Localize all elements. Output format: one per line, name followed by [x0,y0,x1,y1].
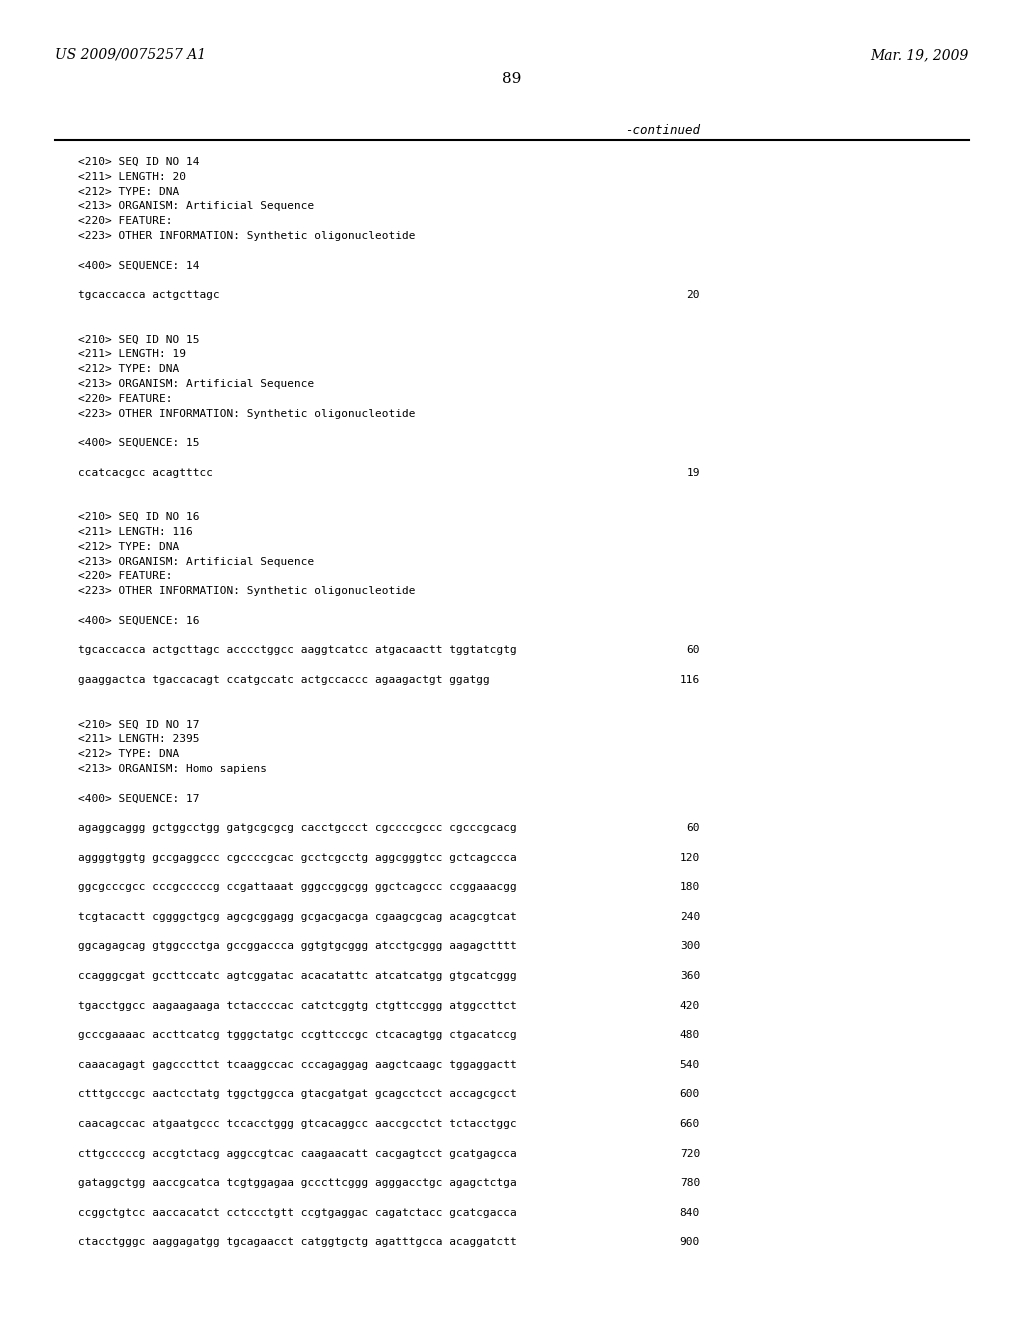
Text: <212> TYPE: DNA: <212> TYPE: DNA [78,748,179,759]
Text: ggcagagcag gtggccctga gccggaccca ggtgtgcggg atcctgcggg aagagctttt: ggcagagcag gtggccctga gccggaccca ggtgtgc… [78,941,517,952]
Text: 89: 89 [503,73,521,86]
Text: 300: 300 [680,941,700,952]
Text: ccggctgtcc aaccacatct cctccctgtt ccgtgaggac cagatctacc gcatcgacca: ccggctgtcc aaccacatct cctccctgtt ccgtgag… [78,1208,517,1218]
Text: 19: 19 [686,467,700,478]
Text: <211> LENGTH: 116: <211> LENGTH: 116 [78,527,193,537]
Text: 360: 360 [680,972,700,981]
Text: gaaggactca tgaccacagt ccatgccatc actgccaccc agaagactgt ggatgg: gaaggactca tgaccacagt ccatgccatc actgcca… [78,675,489,685]
Text: <210> SEQ ID NO 15: <210> SEQ ID NO 15 [78,334,200,345]
Text: <400> SEQUENCE: 14: <400> SEQUENCE: 14 [78,260,200,271]
Text: <400> SEQUENCE: 16: <400> SEQUENCE: 16 [78,616,200,626]
Text: 116: 116 [680,675,700,685]
Text: 840: 840 [680,1208,700,1218]
Text: 120: 120 [680,853,700,862]
Text: <220> FEATURE:: <220> FEATURE: [78,393,172,404]
Text: <223> OTHER INFORMATION: Synthetic oligonucleotide: <223> OTHER INFORMATION: Synthetic oligo… [78,409,416,418]
Text: 900: 900 [680,1237,700,1247]
Text: 480: 480 [680,1030,700,1040]
Text: <212> TYPE: DNA: <212> TYPE: DNA [78,364,179,374]
Text: <213> ORGANISM: Artificial Sequence: <213> ORGANISM: Artificial Sequence [78,379,314,389]
Text: <213> ORGANISM: Homo sapiens: <213> ORGANISM: Homo sapiens [78,764,267,774]
Text: <213> ORGANISM: Artificial Sequence: <213> ORGANISM: Artificial Sequence [78,557,314,566]
Text: <223> OTHER INFORMATION: Synthetic oligonucleotide: <223> OTHER INFORMATION: Synthetic oligo… [78,231,416,242]
Text: tgacctggcc aagaagaaga tctaccccac catctcggtg ctgttccggg atggccttct: tgacctggcc aagaagaaga tctaccccac catctcg… [78,1001,517,1011]
Text: agaggcaggg gctggcctgg gatgcgcgcg cacctgccct cgccccgccc cgcccgcacg: agaggcaggg gctggcctgg gatgcgcgcg cacctgc… [78,822,517,833]
Text: 60: 60 [686,822,700,833]
Text: ccatcacgcc acagtttcc: ccatcacgcc acagtttcc [78,467,213,478]
Text: <211> LENGTH: 20: <211> LENGTH: 20 [78,172,186,182]
Text: <220> FEATURE:: <220> FEATURE: [78,216,172,226]
Text: 780: 780 [680,1179,700,1188]
Text: ctacctgggc aaggagatgg tgcagaacct catggtgctg agatttgcca acaggatctt: ctacctgggc aaggagatgg tgcagaacct catggtg… [78,1237,517,1247]
Text: 240: 240 [680,912,700,921]
Text: aggggtggtg gccgaggccc cgccccgcac gcctcgcctg aggcgggtcc gctcagccca: aggggtggtg gccgaggccc cgccccgcac gcctcgc… [78,853,517,862]
Text: gcccgaaaac accttcatcg tgggctatgc ccgttcccgc ctcacagtgg ctgacatccg: gcccgaaaac accttcatcg tgggctatgc ccgttcc… [78,1030,517,1040]
Text: -continued: -continued [625,124,700,137]
Text: <400> SEQUENCE: 17: <400> SEQUENCE: 17 [78,793,200,804]
Text: tgcaccacca actgcttagc acccctggcc aaggtcatcc atgacaactt tggtatcgtg: tgcaccacca actgcttagc acccctggcc aaggtca… [78,645,517,656]
Text: Mar. 19, 2009: Mar. 19, 2009 [870,48,969,62]
Text: 600: 600 [680,1089,700,1100]
Text: ccagggcgat gccttccatc agtcggatac acacatattc atcatcatgg gtgcatcggg: ccagggcgat gccttccatc agtcggatac acacata… [78,972,517,981]
Text: caaacagagt gagcccttct tcaaggccac cccagaggag aagctcaagc tggaggactt: caaacagagt gagcccttct tcaaggccac cccagag… [78,1060,517,1069]
Text: ctttgcccgc aactcctatg tggctggcca gtacgatgat gcagcctcct accagcgcct: ctttgcccgc aactcctatg tggctggcca gtacgat… [78,1089,517,1100]
Text: cttgcccccg accgtctacg aggccgtcac caagaacatt cacgagtcct gcatgagcca: cttgcccccg accgtctacg aggccgtcac caagaac… [78,1148,517,1159]
Text: tcgtacactt cggggctgcg agcgcggagg gcgacgacga cgaagcgcag acagcgtcat: tcgtacactt cggggctgcg agcgcggagg gcgacga… [78,912,517,921]
Text: tgcaccacca actgcttagc: tgcaccacca actgcttagc [78,290,220,300]
Text: 60: 60 [686,645,700,656]
Text: <210> SEQ ID NO 14: <210> SEQ ID NO 14 [78,157,200,168]
Text: <210> SEQ ID NO 17: <210> SEQ ID NO 17 [78,719,200,730]
Text: <211> LENGTH: 2395: <211> LENGTH: 2395 [78,734,200,744]
Text: 660: 660 [680,1119,700,1129]
Text: 20: 20 [686,290,700,300]
Text: gataggctgg aaccgcatca tcgtggagaa gcccttcggg agggacctgc agagctctga: gataggctgg aaccgcatca tcgtggagaa gcccttc… [78,1179,517,1188]
Text: 180: 180 [680,882,700,892]
Text: <212> TYPE: DNA: <212> TYPE: DNA [78,541,179,552]
Text: 420: 420 [680,1001,700,1011]
Text: <213> ORGANISM: Artificial Sequence: <213> ORGANISM: Artificial Sequence [78,202,314,211]
Text: caacagccac atgaatgccc tccacctggg gtcacaggcc aaccgcctct tctacctggc: caacagccac atgaatgccc tccacctggg gtcacag… [78,1119,517,1129]
Text: US 2009/0075257 A1: US 2009/0075257 A1 [55,48,206,62]
Text: ggcgcccgcc cccgcccccg ccgattaaat gggccggcgg ggctcagccc ccggaaacgg: ggcgcccgcc cccgcccccg ccgattaaat gggccgg… [78,882,517,892]
Text: <400> SEQUENCE: 15: <400> SEQUENCE: 15 [78,438,200,449]
Text: 540: 540 [680,1060,700,1069]
Text: 720: 720 [680,1148,700,1159]
Text: <211> LENGTH: 19: <211> LENGTH: 19 [78,350,186,359]
Text: <212> TYPE: DNA: <212> TYPE: DNA [78,186,179,197]
Text: <220> FEATURE:: <220> FEATURE: [78,572,172,581]
Text: <223> OTHER INFORMATION: Synthetic oligonucleotide: <223> OTHER INFORMATION: Synthetic oligo… [78,586,416,597]
Text: <210> SEQ ID NO 16: <210> SEQ ID NO 16 [78,512,200,523]
